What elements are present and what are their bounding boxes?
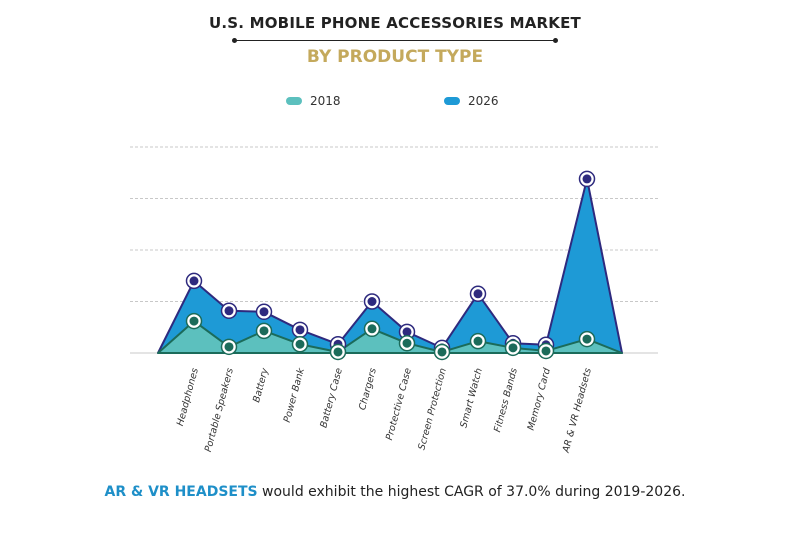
data-point-dot-2018: [473, 336, 483, 346]
data-point-dot-2026: [259, 307, 269, 317]
data-point-dot-2018: [259, 326, 269, 336]
data-point-dot-2026: [367, 297, 377, 306]
data-point-dot-2018: [189, 316, 199, 326]
data-point-dot-2018: [224, 342, 234, 352]
data-point-dot-2026: [473, 289, 483, 299]
chart-subtitle: BY PRODUCT TYPE: [306, 47, 484, 67]
data-point-dot-2018: [508, 343, 518, 353]
legend-swatch-2026: [444, 97, 460, 105]
x-tick-label: Protective Case: [384, 367, 414, 442]
data-point-dot-2018: [402, 338, 412, 348]
legend-item-2018: 2018: [286, 94, 341, 108]
x-tick-label: Smart Watch: [458, 367, 485, 429]
legend-label-2018: 2018: [310, 94, 341, 108]
footer-text: would exhibit the highest CAGR of 37.0% …: [257, 484, 686, 500]
chart-title: U.S. MOBILE PHONE ACCESSORIES MARKET: [209, 14, 581, 32]
data-point-dot-2026: [295, 325, 305, 335]
area-series-2026: [157, 177, 623, 354]
data-point-dot-2018: [541, 346, 551, 356]
footer-note: AR & VR HEADSETS would exhibit the highe…: [0, 484, 790, 500]
x-tick-label: Fitness Bands: [492, 367, 520, 434]
x-tick-label: Portable Speakers: [203, 367, 236, 453]
data-point-dot-2018: [582, 334, 592, 344]
x-tick-label: Power Bank: [282, 366, 307, 423]
x-tick-label: Headphones: [175, 367, 201, 427]
x-tick-label: Battery: [251, 367, 271, 404]
data-point-dot-2026: [402, 327, 412, 337]
x-tick-label: Screen Protection: [416, 367, 448, 451]
legend-swatch-2018: [286, 97, 302, 105]
data-point-dot-2018: [333, 347, 343, 357]
data-point-dot-2018: [367, 324, 377, 334]
data-point-dot-2026: [189, 276, 199, 286]
title-divider: [232, 38, 558, 43]
data-point-dot-2026: [582, 174, 592, 184]
footer-highlight: AR & VR HEADSETS: [104, 484, 258, 500]
legend-item-2026: 2026: [444, 94, 499, 108]
data-point-dot-2018: [437, 347, 447, 357]
x-tick-label: Battery Case: [318, 367, 345, 429]
x-tick-label: Memory Card: [526, 366, 553, 432]
x-tick-label: AR & VR Headsets: [561, 367, 594, 455]
data-point-dot-2026: [224, 306, 234, 316]
data-point-dot-2018: [295, 339, 305, 349]
legend-label-2026: 2026: [468, 94, 499, 108]
x-tick-label: Chargers: [357, 367, 379, 412]
